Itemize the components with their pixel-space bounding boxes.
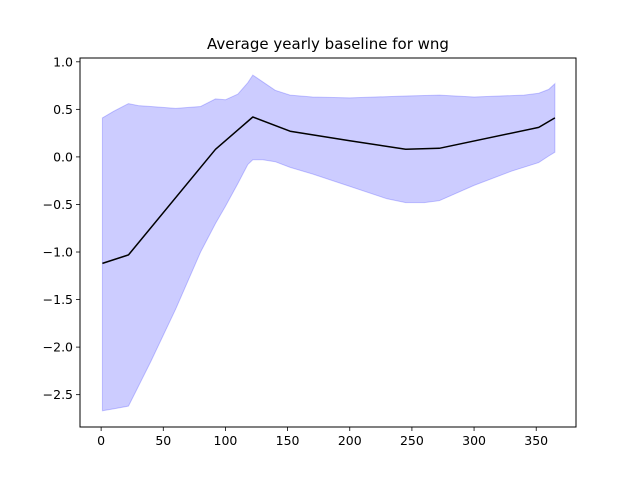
plot-frame bbox=[79, 57, 577, 428]
band-area bbox=[101, 74, 556, 412]
x-tick-label: 100 bbox=[214, 433, 238, 448]
series-line-mean bbox=[102, 116, 556, 265]
y-tick-label: −0.5 bbox=[43, 197, 73, 212]
y-tick-label: 0.5 bbox=[53, 102, 73, 117]
x-tick-label: 300 bbox=[462, 433, 486, 448]
y-tick-label: −1.5 bbox=[43, 292, 73, 307]
y-axis: 1.0 0.5 0.0 −0.5 −1.0 −1.5 −2.0 −2.5 bbox=[43, 54, 80, 402]
x-tick-label: 250 bbox=[400, 433, 424, 448]
x-tick-label: 0 bbox=[97, 433, 105, 448]
x-axis: 0 50 100 150 200 250 300 350 bbox=[97, 427, 548, 448]
y-tick-label: −2.5 bbox=[43, 387, 73, 402]
plot-area bbox=[101, 74, 556, 412]
x-tick-label: 350 bbox=[524, 433, 548, 448]
y-tick-label: 1.0 bbox=[53, 54, 73, 69]
x-tick-label: 150 bbox=[276, 433, 300, 448]
chart-title: Average yearly baseline for wng bbox=[207, 35, 449, 53]
y-tick-label: 0.0 bbox=[53, 149, 73, 164]
y-tick-label: −2.0 bbox=[43, 340, 73, 355]
x-tick-label: 50 bbox=[155, 433, 171, 448]
x-tick-label: 200 bbox=[338, 433, 362, 448]
y-tick-label: −1.0 bbox=[43, 245, 73, 260]
